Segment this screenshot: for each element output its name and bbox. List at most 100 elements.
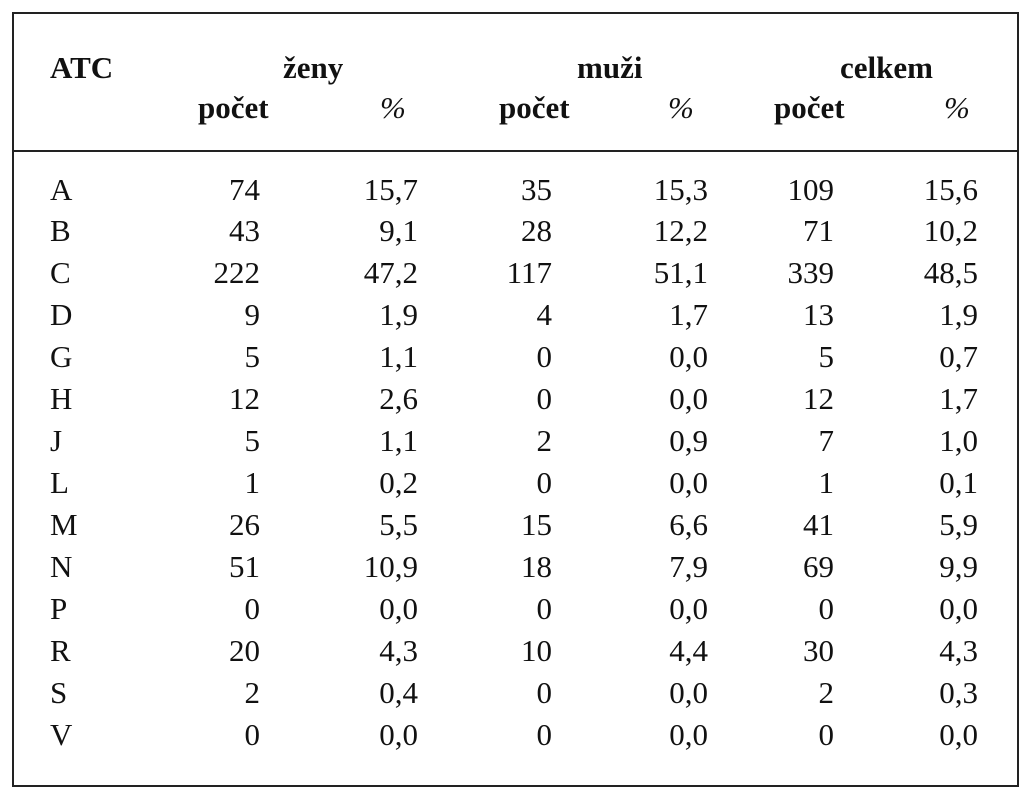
cell-zeny-pocet: 74	[229, 172, 260, 207]
table-row: G 5 1,1 0 0,0 5 0,7	[0, 339, 1033, 380]
cell-celkem-pocet: 0	[818, 717, 835, 752]
cell-celkem-pct: 9,9	[939, 549, 978, 584]
table-frame	[12, 12, 1019, 787]
cell-zeny-pocet: 51	[229, 549, 260, 584]
cell-muzi-pocet: 15	[521, 507, 552, 542]
cell-muzi-pct: 0,0	[669, 381, 708, 416]
cell-muzi-pocet: 28	[521, 213, 552, 248]
cell-atc: M	[50, 507, 78, 542]
subheader-muzi-pct: %	[668, 90, 694, 125]
cell-celkem-pocet: 1	[818, 465, 835, 500]
cell-muzi-pocet: 0	[536, 465, 553, 500]
cell-atc: R	[50, 633, 71, 668]
cell-zeny-pocet: 43	[229, 213, 260, 248]
cell-zeny-pct: 47,2	[363, 255, 418, 290]
cell-muzi-pocet: 35	[521, 172, 552, 207]
cell-muzi-pct: 15,3	[653, 172, 708, 207]
table-row: D 9 1,9 4 1,7 13 1,9	[0, 297, 1033, 338]
cell-muzi-pct: 0,0	[669, 717, 708, 752]
cell-muzi-pct: 12,2	[653, 213, 708, 248]
cell-celkem-pocet: 30	[803, 633, 834, 668]
cell-atc: G	[50, 339, 73, 374]
cell-celkem-pocet: 69	[803, 549, 834, 584]
subheader-muzi-pocet: počet	[499, 90, 570, 125]
cell-celkem-pocet: 13	[803, 297, 834, 332]
cell-celkem-pocet: 339	[787, 255, 835, 290]
cell-atc: V	[50, 717, 73, 752]
table-row: A 74 15,7 35 15,3 109 15,6	[0, 172, 1033, 213]
cell-celkem-pct: 1,9	[939, 297, 978, 332]
header-group-zeny: ženy	[283, 50, 344, 85]
cell-zeny-pocet: 5	[244, 339, 261, 374]
cell-atc: D	[50, 297, 73, 332]
cell-muzi-pocet: 10	[521, 633, 552, 668]
cell-celkem-pct: 0,3	[939, 675, 978, 710]
cell-celkem-pct: 0,7	[939, 339, 978, 374]
cell-atc: L	[50, 465, 69, 500]
cell-muzi-pct: 0,0	[669, 339, 708, 374]
cell-muzi-pocet: 0	[536, 381, 553, 416]
cell-muzi-pocet: 0	[536, 339, 553, 374]
cell-atc: B	[50, 213, 71, 248]
cell-zeny-pct: 1,1	[379, 339, 418, 374]
cell-atc: S	[50, 675, 68, 710]
cell-muzi-pct: 51,1	[653, 255, 708, 290]
cell-muzi-pocet: 0	[536, 591, 553, 626]
cell-zeny-pocet: 12	[229, 381, 260, 416]
cell-muzi-pct: 7,9	[669, 549, 708, 584]
cell-celkem-pct: 15,6	[923, 172, 978, 207]
cell-zeny-pct: 4,3	[379, 633, 418, 668]
cell-celkem-pocet: 109	[787, 172, 835, 207]
table-row: V 0 0,0 0 0,0 0 0,0	[0, 717, 1033, 758]
cell-muzi-pct: 6,6	[669, 507, 708, 542]
cell-atc: C	[50, 255, 71, 290]
cell-zeny-pocet: 5	[244, 423, 261, 458]
cell-atc: H	[50, 381, 73, 416]
cell-zeny-pocet: 2	[244, 675, 261, 710]
cell-celkem-pct: 1,7	[939, 381, 978, 416]
cell-muzi-pct: 4,4	[669, 633, 708, 668]
header-group-celkem: celkem	[840, 50, 933, 85]
cell-muzi-pocet: 18	[521, 549, 552, 584]
cell-zeny-pct: 0,4	[379, 675, 418, 710]
table-row: R 20 4,3 10 4,4 30 4,3	[0, 633, 1033, 674]
cell-celkem-pocet: 71	[803, 213, 834, 248]
cell-zeny-pct: 2,6	[379, 381, 418, 416]
cell-celkem-pocet: 41	[803, 507, 834, 542]
table-row: N 51 10,9 18 7,9 69 9,9	[0, 549, 1033, 590]
cell-celkem-pocet: 5	[818, 339, 835, 374]
cell-zeny-pct: 1,9	[379, 297, 418, 332]
header-divider	[12, 150, 1019, 152]
cell-atc: A	[50, 172, 73, 207]
cell-atc: N	[50, 549, 73, 584]
cell-celkem-pocet: 12	[803, 381, 834, 416]
table-row: L 1 0,2 0 0,0 1 0,1	[0, 465, 1033, 506]
cell-muzi-pocet: 2	[536, 423, 553, 458]
table-row: M 26 5,5 15 6,6 41 5,9	[0, 507, 1033, 548]
cell-muzi-pocet: 0	[536, 717, 553, 752]
cell-celkem-pocet: 7	[818, 423, 835, 458]
subheader-celkem-pocet: počet	[774, 90, 845, 125]
header-group-muzi: muži	[577, 50, 643, 85]
cell-celkem-pocet: 0	[818, 591, 835, 626]
cell-celkem-pct: 10,2	[923, 213, 978, 248]
table-row: B 43 9,1 28 12,2 71 10,2	[0, 213, 1033, 254]
cell-zeny-pocet: 9	[244, 297, 261, 332]
table-row: H 12 2,6 0 0,0 12 1,7	[0, 381, 1033, 422]
cell-zeny-pocet: 222	[213, 255, 261, 290]
cell-zeny-pct: 0,2	[379, 465, 418, 500]
table-row: J 5 1,1 2 0,9 7 1,0	[0, 423, 1033, 464]
subheader-zeny-pct: %	[380, 90, 406, 125]
cell-muzi-pocet: 0	[536, 675, 553, 710]
table-row: C 222 47,2 117 51,1 339 48,5	[0, 255, 1033, 296]
cell-celkem-pct: 48,5	[923, 255, 978, 290]
cell-muzi-pct: 1,7	[669, 297, 708, 332]
cell-celkem-pct: 0,1	[939, 465, 978, 500]
cell-muzi-pct: 0,0	[669, 591, 708, 626]
table-row: S 2 0,4 0 0,0 2 0,3	[0, 675, 1033, 716]
header-atc: ATC	[50, 50, 114, 85]
cell-zeny-pocet: 20	[229, 633, 260, 668]
subheader-celkem-pct: %	[944, 90, 970, 125]
cell-celkem-pct: 1,0	[939, 423, 978, 458]
cell-celkem-pocet: 2	[818, 675, 835, 710]
